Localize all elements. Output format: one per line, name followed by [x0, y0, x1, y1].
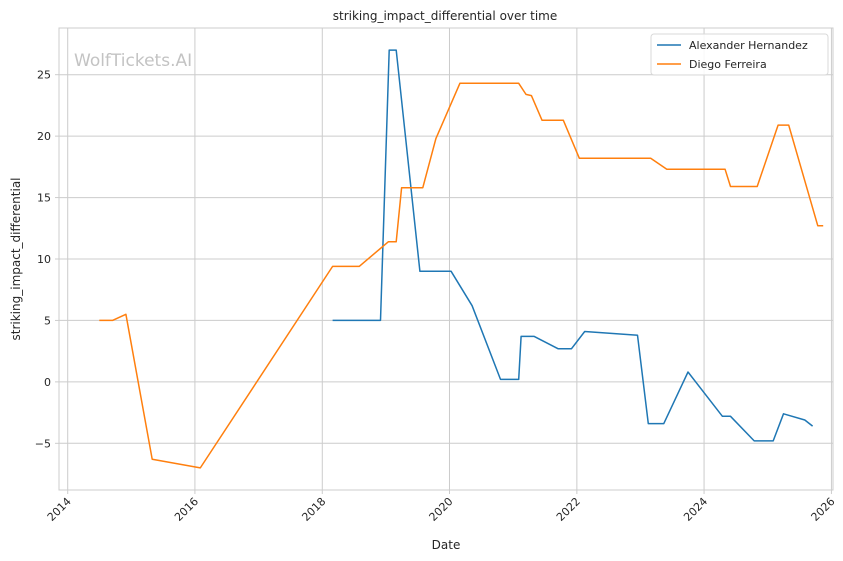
y-tick-label: 20: [37, 130, 51, 143]
y-tick-label: 5: [44, 314, 51, 327]
y-tick-label: 25: [37, 69, 51, 82]
y-tick-label: 10: [37, 253, 51, 266]
legend-box: [650, 33, 829, 76]
y-axis-ticks: −5 0 5 10 15 20 25: [35, 69, 59, 450]
y-axis-label: striking_impact_differential: [9, 177, 23, 340]
y-tick-label: 15: [37, 192, 51, 205]
legend-label-alexander-hernandez: Alexander Hernandez: [689, 39, 808, 52]
series-layer: [99, 49, 824, 469]
chart-title: striking_impact_differential over time: [333, 9, 558, 23]
y-tick-label: −5: [35, 437, 51, 450]
legend: Alexander Hernandez Diego Ferreira: [650, 33, 829, 76]
x-axis-label: Date: [432, 538, 461, 552]
y-tick-label: 0: [44, 376, 51, 389]
series-line-alexander-hernandez: [332, 49, 814, 442]
watermark: WolfTickets.AI: [74, 51, 192, 71]
series-line-diego-ferreira: [99, 82, 824, 469]
legend-label-diego-ferreira: Diego Ferreira: [689, 58, 767, 71]
